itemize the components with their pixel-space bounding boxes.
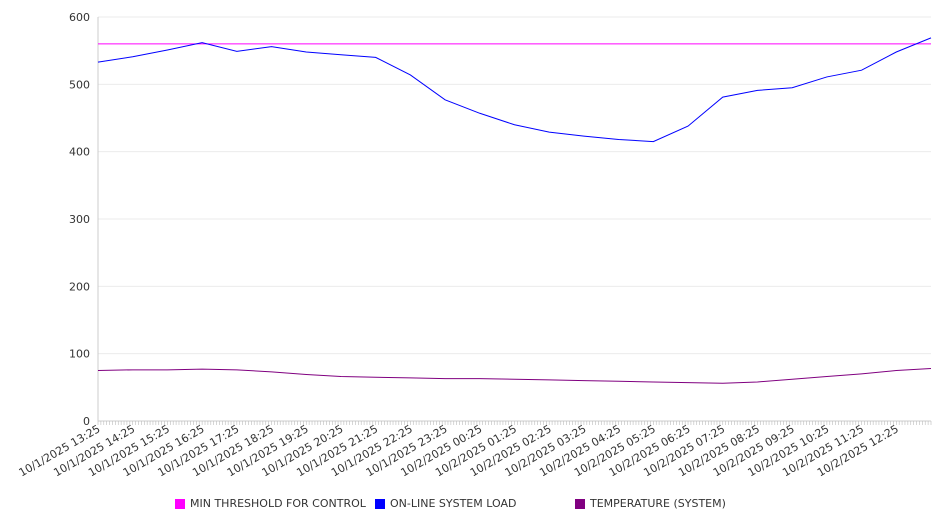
- y-tick-label: 400: [69, 146, 90, 159]
- legend-swatch: [175, 498, 185, 509]
- y-tick-label: 600: [69, 11, 90, 24]
- legend: MIN THRESHOLD FOR CONTROL ON-LINE SYSTEM …: [0, 497, 946, 515]
- gridlines: [98, 16, 931, 422]
- y-axis: 0 100 200 300 400 500 600: [69, 11, 90, 428]
- y-tick-label: 0: [83, 415, 90, 428]
- y-tick-label: 300: [69, 213, 90, 226]
- y-tick-label: 200: [69, 280, 90, 293]
- legend-label: TEMPERATURE (SYSTEM): [590, 497, 726, 510]
- legend-label: ON-LINE SYSTEM LOAD: [390, 497, 517, 510]
- legend-item[interactable]: TEMPERATURE (SYSTEM): [575, 497, 726, 510]
- legend-swatch: [375, 498, 385, 509]
- legend-item[interactable]: MIN THRESHOLD FOR CONTROL: [175, 497, 366, 510]
- line-chart: 0 100 200 300 400 500 600 10/1/2025 13:2510/1/…: [17, 11, 932, 479]
- series-lines: [97, 37, 932, 384]
- series-line-on-line-system-load: [97, 37, 932, 143]
- series-line-temperature-system: [97, 367, 932, 384]
- legend-item[interactable]: ON-LINE SYSTEM LOAD: [375, 497, 516, 510]
- y-tick-label: 500: [69, 78, 90, 91]
- legend-label: MIN THRESHOLD FOR CONTROL: [190, 497, 366, 510]
- y-tick-label: 100: [69, 348, 90, 361]
- legend-swatch: [575, 498, 585, 509]
